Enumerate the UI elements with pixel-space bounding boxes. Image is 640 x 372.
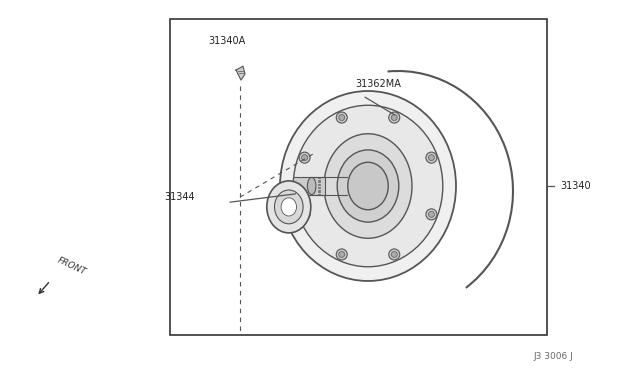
Circle shape bbox=[391, 115, 397, 121]
Ellipse shape bbox=[267, 181, 311, 233]
Text: J3 3006 J: J3 3006 J bbox=[533, 352, 573, 361]
Ellipse shape bbox=[324, 134, 412, 238]
Circle shape bbox=[426, 209, 437, 220]
Text: 31340A: 31340A bbox=[209, 36, 246, 46]
Text: 31340: 31340 bbox=[560, 181, 591, 191]
Circle shape bbox=[301, 155, 308, 161]
Circle shape bbox=[428, 155, 435, 161]
Circle shape bbox=[388, 249, 400, 260]
Circle shape bbox=[388, 112, 400, 123]
Circle shape bbox=[299, 209, 310, 220]
Ellipse shape bbox=[293, 105, 443, 267]
Ellipse shape bbox=[275, 190, 303, 224]
Ellipse shape bbox=[281, 198, 296, 216]
Circle shape bbox=[301, 211, 308, 217]
Circle shape bbox=[391, 251, 397, 257]
Text: 31362MA: 31362MA bbox=[355, 79, 401, 89]
Ellipse shape bbox=[280, 91, 456, 281]
Text: FRONT: FRONT bbox=[56, 256, 88, 276]
Circle shape bbox=[299, 152, 310, 163]
Circle shape bbox=[426, 152, 437, 163]
Ellipse shape bbox=[348, 162, 388, 210]
Circle shape bbox=[336, 112, 348, 123]
Ellipse shape bbox=[307, 177, 316, 195]
Circle shape bbox=[339, 115, 345, 121]
Circle shape bbox=[336, 249, 348, 260]
Text: 31344: 31344 bbox=[164, 192, 195, 202]
Circle shape bbox=[428, 211, 435, 217]
FancyBboxPatch shape bbox=[293, 177, 325, 195]
Bar bbox=[170, 19, 547, 335]
Circle shape bbox=[339, 251, 345, 257]
Ellipse shape bbox=[337, 150, 399, 222]
Polygon shape bbox=[236, 66, 245, 80]
